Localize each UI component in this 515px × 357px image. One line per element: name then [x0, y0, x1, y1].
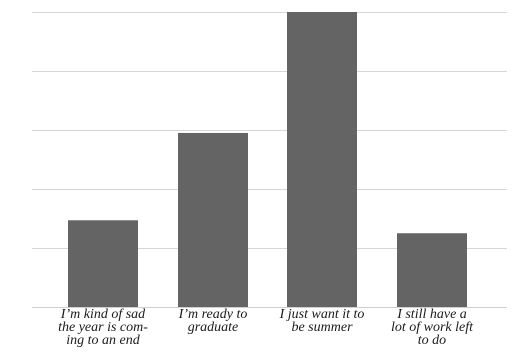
- x-tick-label-line: I still have a: [397, 307, 467, 322]
- bar-4: [397, 233, 467, 307]
- x-tick-label-2: I’m ready to graduate: [161, 307, 265, 335]
- x-tick-label-line: be summer: [291, 320, 353, 335]
- x-tick-label-1: I’m kind of sad the year is com-ing to an…: [51, 307, 155, 348]
- x-tick-label-line: graduate: [187, 320, 239, 335]
- x-tick-label-line: ing to an end: [66, 333, 140, 348]
- bar-1: [68, 220, 138, 307]
- bar-2: [178, 132, 248, 307]
- x-tick-label-line: I just want it to: [279, 307, 365, 322]
- x-tick-label-4: I still have a lot of work left to do: [380, 307, 484, 348]
- x-tick-label-line: I’m kind of sad: [60, 307, 146, 322]
- x-tick-label-line: I’m ready to: [178, 307, 248, 322]
- bar-3: [287, 12, 357, 307]
- x-tick-label-line: the year is com-: [58, 320, 148, 335]
- x-tick-label-line: lot of work left: [390, 320, 474, 335]
- x-tick-label-3: I just want it to be summer: [270, 307, 374, 335]
- x-tick-label-line: to do: [417, 333, 447, 348]
